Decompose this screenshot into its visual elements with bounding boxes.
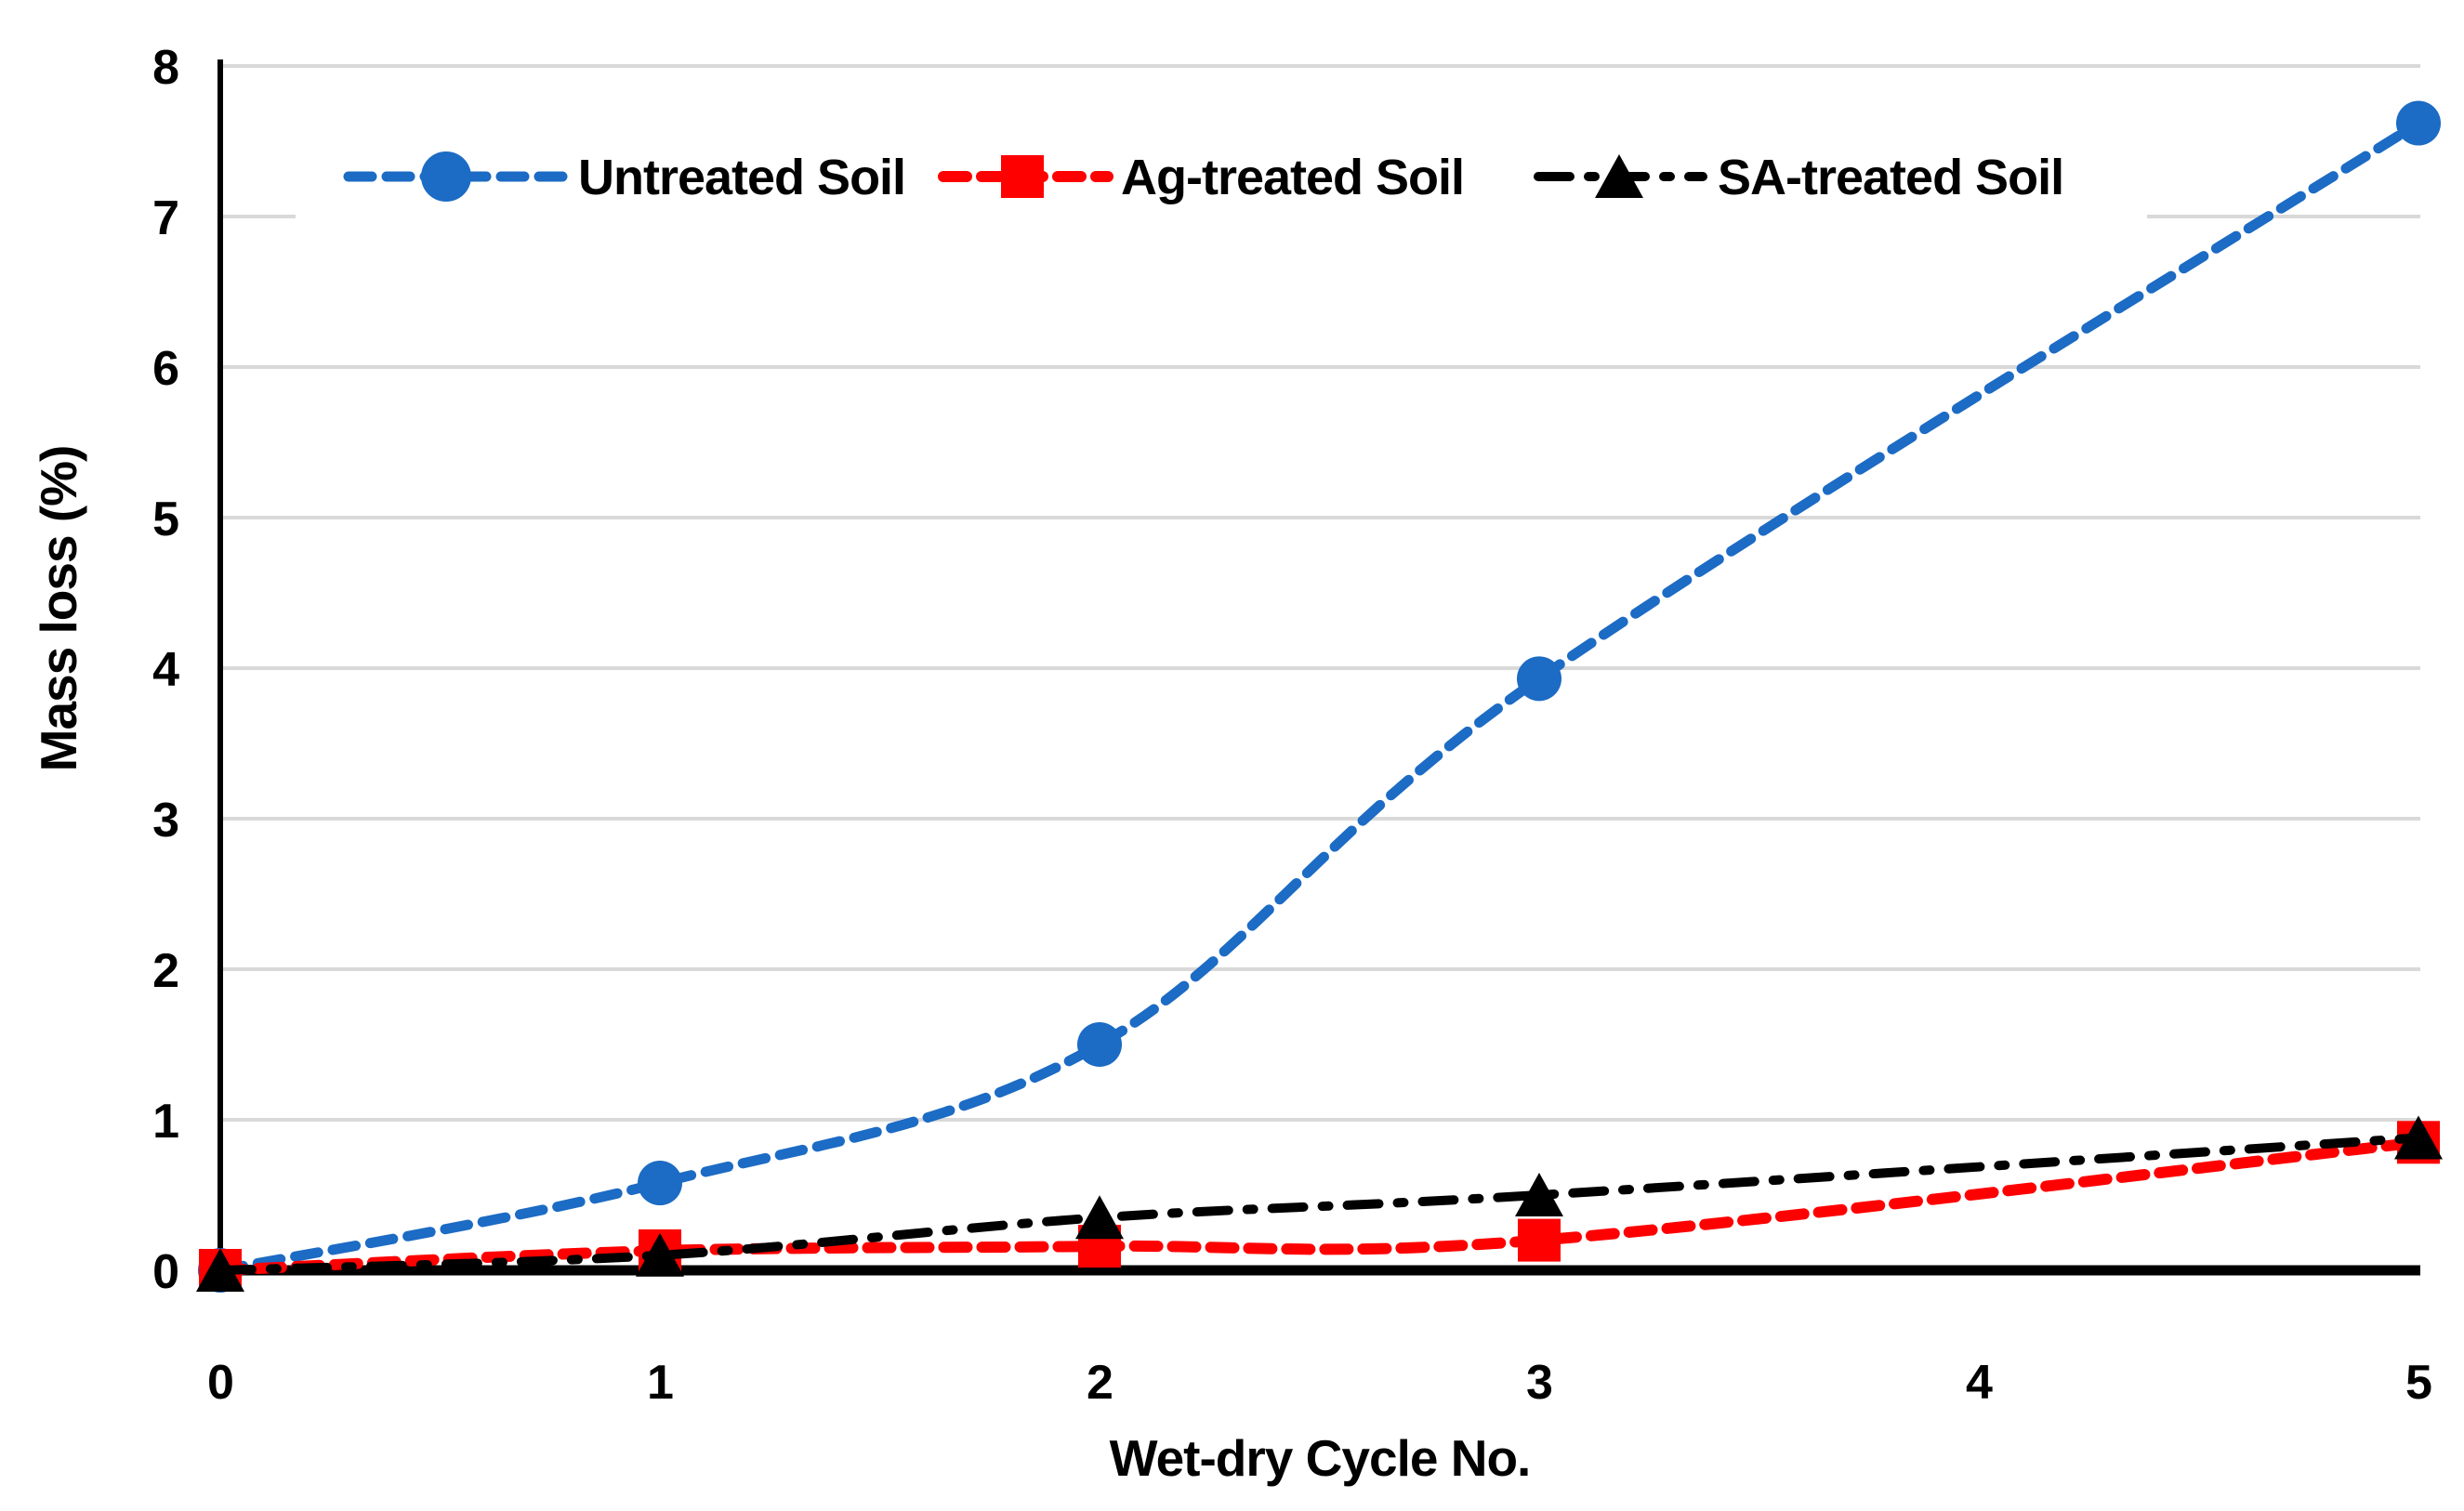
series-line-untreated-soil: [215, 118, 2424, 1276]
legend-label-untreated-soil: Untreated Soil: [578, 150, 905, 205]
y-tick-label-0: 0: [152, 1245, 178, 1299]
y-tick-label-6: 6: [152, 342, 178, 396]
series-group: [196, 100, 2443, 1293]
y-tick-label-8: 8: [152, 41, 178, 95]
y-tick-label-5: 5: [152, 493, 178, 546]
x-tick-label-3: 3: [1526, 1356, 1552, 1410]
marker-untreated-soil-x5: [2396, 100, 2441, 146]
marker-untreated-soil-x2: [1077, 1022, 1122, 1067]
marker-sa-treated-soil-x3: [1515, 1173, 1563, 1216]
marker-untreated-soil-x1: [638, 1161, 682, 1206]
legend-item-untreated-soil: Untreated Soil: [343, 150, 906, 205]
x-tick-label-5: 5: [2405, 1356, 2431, 1410]
marker-sa-treated-soil-x1: [636, 1232, 684, 1277]
legend-item-sa-treated-soil: SA-treated Soil: [1534, 150, 2064, 205]
series-line-sa-treated-soil: [216, 1133, 2423, 1275]
legend-item-ag-treated-soil: Ag-treated Soil: [938, 150, 1465, 205]
legend-marker-circle-icon: [421, 151, 471, 202]
marker-sa-treated-soil-x2: [1075, 1195, 1124, 1240]
marker-sa-treated-soil-x5: [2394, 1115, 2443, 1160]
y-tick-label-7: 7: [152, 191, 178, 245]
x-tick-labels: 0 1 2 3 4 5: [207, 1356, 2432, 1410]
x-tick-label-4: 4: [1966, 1356, 1993, 1410]
legend-label-ag-treated-soil: Ag-treated Soil: [1121, 150, 1464, 205]
legend: Untreated Soil Ag-treated Soil SA-treated …: [343, 150, 2064, 205]
series-line-ag-treated-soil: [215, 1137, 2424, 1276]
marker-ag-treated-soil-x3: [1518, 1218, 1561, 1262]
y-axis-title: Mass loss (%): [30, 446, 87, 772]
x-axis-title: Wet-dry Cycle No.: [1110, 1429, 1531, 1487]
marker-sa-treated-soil-x0: [196, 1248, 244, 1292]
x-tick-label-2: 2: [1087, 1356, 1113, 1410]
legend-background: [296, 85, 2147, 264]
y-tick-label-3: 3: [152, 794, 178, 847]
legend-label-sa-treated-soil: SA-treated Soil: [1718, 150, 2063, 205]
x-tick-label-1: 1: [647, 1356, 673, 1410]
y-tick-label-4: 4: [152, 643, 179, 697]
y-tick-label-2: 2: [152, 944, 178, 998]
y-tick-label-1: 1: [152, 1095, 178, 1149]
y-tick-labels: 0 1 2 3 4 5 6 7 8: [152, 41, 180, 1299]
marker-untreated-soil-x3: [1517, 656, 1561, 702]
x-tick-label-0: 0: [207, 1356, 233, 1410]
legend-marker-square-icon: [1001, 155, 1044, 198]
legend-marker-triangle-icon: [1595, 154, 1643, 198]
